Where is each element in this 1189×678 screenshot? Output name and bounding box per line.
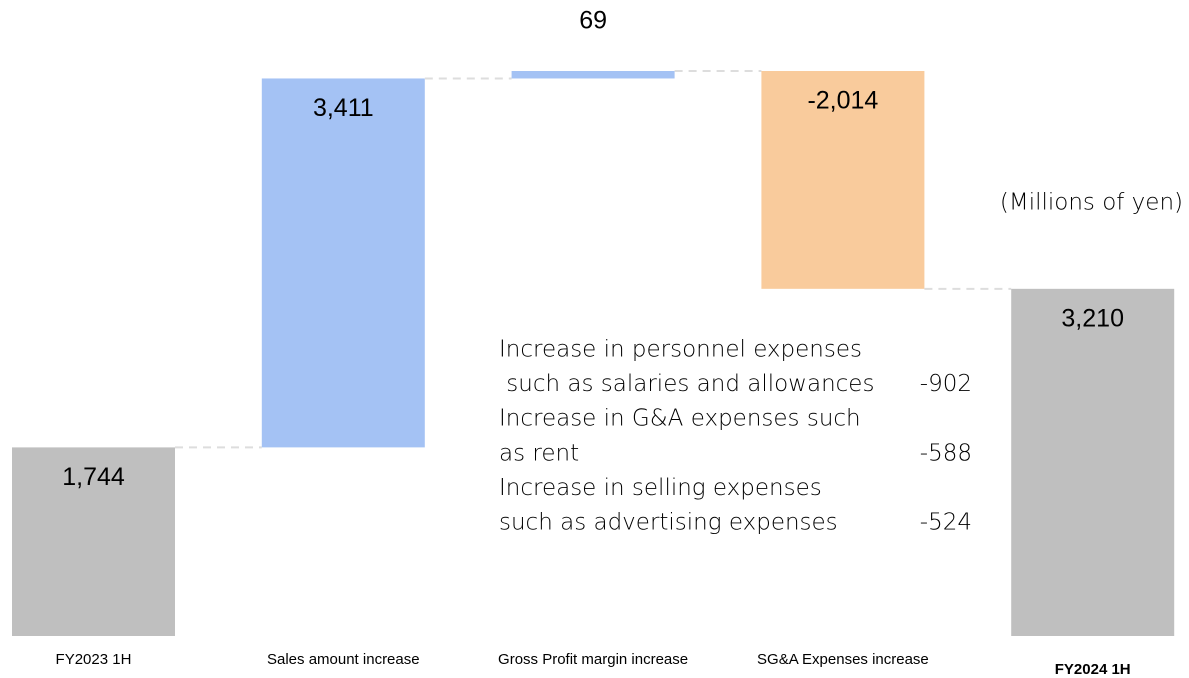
- bar: [261, 78, 425, 448]
- value-label: 3,411: [313, 94, 374, 122]
- breakdown-text: as rent: [499, 440, 579, 466]
- bar: [1011, 288, 1175, 636]
- breakdown-text: Increase in personnel expenses: [499, 337, 862, 363]
- bar: [12, 447, 175, 636]
- breakdown-text: such as salaries and allowances: [499, 371, 874, 397]
- unit-label: (Millions of yen): [1000, 190, 1183, 216]
- value-label: 1,744: [62, 463, 125, 491]
- breakdown-value: -524: [920, 510, 972, 536]
- breakdown-text: such as advertising expenses: [499, 510, 838, 536]
- value-label: -2,014: [807, 87, 878, 115]
- x-tick-label: Gross Profit margin increase: [498, 651, 688, 668]
- value-label: 69: [579, 7, 607, 35]
- bar: [761, 71, 925, 289]
- breakdown-text: Increase in selling expenses: [499, 475, 822, 501]
- value-label: 3,210: [1061, 304, 1124, 332]
- x-tick-label: FY2023 1H: [56, 651, 132, 668]
- breakdown-value: -588: [920, 440, 972, 466]
- x-tick-label: FY2024 1H: [1055, 661, 1131, 678]
- x-tick-label: SG&A Expenses increase: [757, 651, 929, 668]
- x-tick-label: Sales amount increase: [267, 651, 420, 668]
- bar: [511, 71, 675, 79]
- breakdown-value: -902: [920, 371, 972, 397]
- breakdown-text: Increase in G&A expenses such: [499, 406, 861, 432]
